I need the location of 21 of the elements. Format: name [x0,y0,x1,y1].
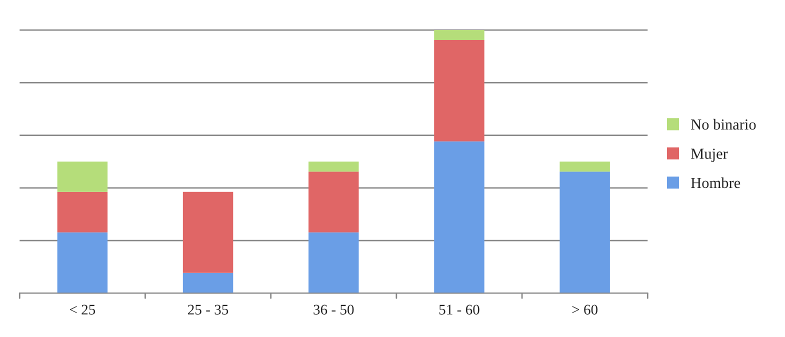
x-tick-label: < 25 [70,304,96,315]
legend-label: Mujer [691,148,728,162]
x-tick-label: 36 - 50 [314,304,354,315]
bar [308,162,359,172]
legend-label: No binario [691,118,756,130]
bar [57,232,108,294]
bar [434,30,484,40]
x-tick-label: 25 - 35 [188,304,228,315]
bar [434,141,484,294]
bar [560,172,610,294]
x-tick-label: > 60 [572,304,598,315]
bar [182,272,234,294]
bar [57,192,108,232]
x-tick-label: 51 - 60 [439,304,480,315]
bar [434,40,484,142]
bar [560,162,610,172]
bar [308,232,359,294]
bar [308,172,359,232]
legend-label: Hombre [691,177,740,188]
bar [57,162,108,192]
bar [182,192,234,273]
